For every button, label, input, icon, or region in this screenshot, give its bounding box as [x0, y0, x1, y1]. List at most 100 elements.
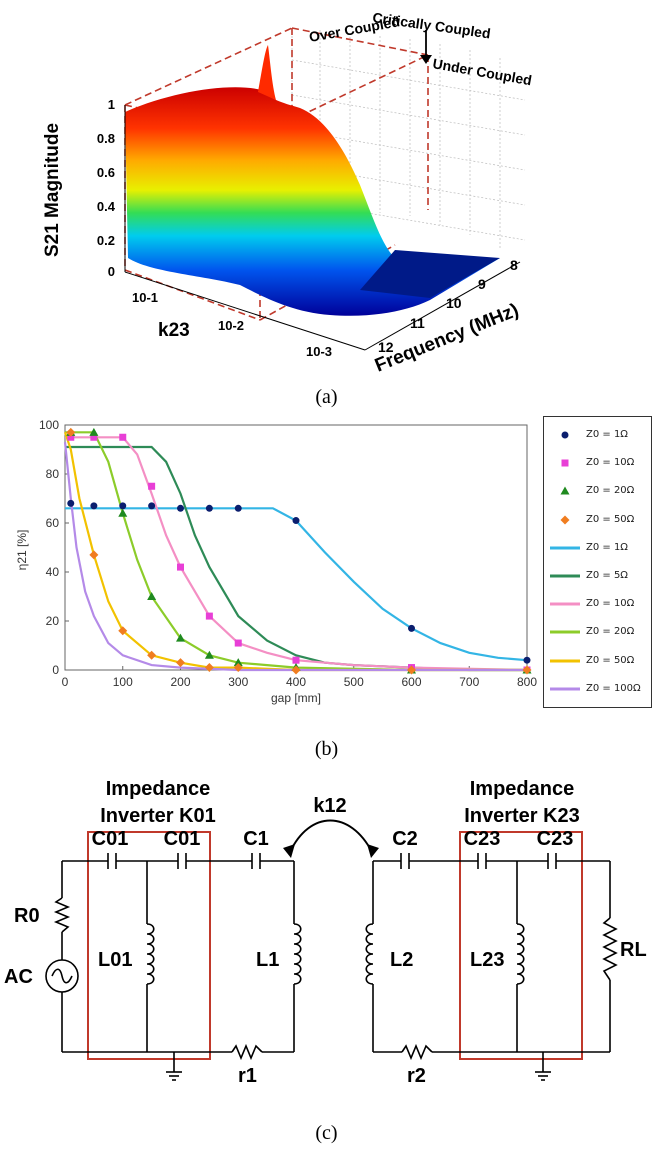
legend-symbol	[550, 630, 580, 634]
legend-label: Z0 = 100Ω	[586, 682, 641, 694]
legend-label: Z0 = 50Ω	[586, 654, 635, 666]
circuit-diagram: Impedance Inverter K01 Impedance Inverte…	[4, 778, 647, 1087]
series-3-point	[66, 427, 76, 437]
c23b-label: C23	[537, 828, 574, 850]
legend-symbol	[550, 659, 580, 663]
k23-ticks: 10-1 10-2 10-3	[132, 290, 332, 359]
l1-label: L1	[256, 949, 279, 971]
caption-c: (c)	[315, 1122, 338, 1144]
coupling-arrow-head-right	[367, 844, 379, 858]
series-markers	[66, 427, 532, 675]
c2-label: C2	[392, 828, 418, 850]
legend-label: Z0 = 10Ω	[586, 598, 635, 610]
series-3-point	[176, 658, 185, 668]
coupling-arrow-head-left	[283, 844, 295, 858]
series-0-point	[67, 499, 75, 507]
series-0-point	[119, 502, 127, 510]
z-tick-0.2: 0.2	[97, 233, 115, 248]
series-1-point	[67, 433, 75, 441]
inverter-k23-title-2: Inverter K23	[464, 805, 580, 827]
z-tick-0.4: 0.4	[97, 199, 116, 214]
resonance-peak	[258, 45, 276, 100]
y-tick-label: 80	[46, 467, 60, 481]
x-tick-label: 700	[459, 675, 479, 689]
series-3-point	[291, 665, 301, 675]
l01-label: L01	[98, 949, 132, 971]
series-1-point	[177, 563, 184, 571]
series-3-point	[147, 650, 157, 660]
series-1-point	[119, 433, 127, 441]
legend-entry: Z0 = 50Ω	[544, 508, 651, 532]
f-tick-9: 9	[478, 276, 486, 292]
r1-label: r1	[238, 1065, 257, 1087]
series-0-point	[292, 517, 300, 525]
y-tick-label: 0	[52, 663, 59, 677]
panel-c: Impedance Inverter K01 Impedance Inverte…	[0, 770, 653, 1158]
series-3-point	[233, 663, 243, 673]
panel-b: 0 20 40 60 80 100 0 100 200 300 400 500 600 700 800 g…	[0, 410, 653, 770]
series-2-point	[176, 633, 185, 642]
f-tick-8: 8	[510, 257, 518, 273]
series-0-point	[177, 504, 184, 512]
surface-floor	[360, 250, 500, 298]
caption-a: (a)	[315, 386, 338, 408]
series-3-point	[204, 663, 214, 673]
legend-entry: Z0 = 100Ω	[544, 677, 651, 701]
y-axis-label: η21 [%]	[15, 530, 29, 571]
series-1-point	[292, 656, 300, 664]
legend-symbol	[550, 602, 580, 606]
legend: Z0 = 1Ω Z0 = 10Ω Z0 = 20Ω Z0 = 50Ω Z0 = 1Ω Z0…	[543, 416, 652, 708]
k12-label: k12	[313, 795, 346, 817]
z-ticks: 1 0.8 0.6 0.4 0.2 0	[97, 97, 116, 279]
k23-axis-label: k23	[158, 320, 190, 341]
k-tick-2: 10-2	[218, 318, 244, 333]
x-axis-label: gap [mm]	[271, 691, 321, 705]
legend-label: Z0 = 1Ω	[586, 541, 628, 553]
l2-label: L2	[390, 949, 413, 971]
z-tick-0.8: 0.8	[97, 131, 115, 146]
x-tick-label: 300	[228, 675, 248, 689]
series-1-point	[148, 482, 156, 490]
legend-label: Z0 = 50Ω	[586, 513, 635, 525]
series-0-point	[90, 502, 98, 510]
k-tick-1: 10-1	[132, 290, 158, 305]
x-ticks: 0 100 200 300 400 500 600 700 800	[62, 666, 537, 689]
z-axis-label: S21 Magnitude	[42, 123, 63, 257]
legend-symbol	[550, 687, 580, 691]
inverter-k01-title-2: Inverter K01	[100, 805, 216, 827]
legend-symbol	[561, 431, 569, 439]
z-tick-0.6: 0.6	[97, 165, 115, 180]
legend-symbol	[550, 574, 580, 578]
legend-entry: Z0 = 50Ω	[544, 649, 651, 673]
x-tick-label: 100	[113, 675, 133, 689]
c1-label: C1	[243, 828, 269, 850]
series-0-point	[148, 502, 156, 510]
legend-entry: Z0 = 5Ω	[544, 564, 651, 588]
legend-symbol	[560, 515, 570, 525]
x-tick-label: 800	[517, 675, 537, 689]
legend-entry: Z0 = 20Ω	[544, 479, 651, 503]
series-2-point	[204, 650, 214, 659]
frequency-ticks: 8 9 10 11 12	[378, 257, 518, 355]
series-3-point	[118, 626, 128, 636]
series-2-point	[118, 508, 128, 517]
l23-label: L23	[470, 949, 504, 971]
x-tick-label: 600	[401, 675, 421, 689]
panel-a: 1 0.8 0.6 0.4 0.2 0 S21 Magnitude 10-1 1…	[0, 0, 653, 410]
circuit-wires	[45, 853, 618, 1081]
inverter-k01-box	[87, 831, 211, 1060]
y-tick-label: 20	[46, 614, 60, 628]
r0-label: R0	[14, 905, 40, 927]
critical-arrow	[420, 30, 432, 64]
c01a-label: C01	[92, 828, 129, 850]
surface-plot-3d: 1 0.8 0.6 0.4 0.2 0 S21 Magnitude 10-1 1…	[42, 9, 533, 377]
coupling-arrow	[289, 819, 373, 853]
series-2-point	[233, 658, 243, 667]
legend-entry: Z0 = 10Ω	[544, 592, 651, 616]
f-tick-12: 12	[378, 339, 394, 355]
series-2-point	[147, 592, 157, 600]
series-0-point	[523, 656, 531, 664]
y-tick-label: 60	[46, 516, 60, 530]
f-tick-10: 10	[446, 295, 462, 311]
x-tick-label: 400	[286, 675, 306, 689]
